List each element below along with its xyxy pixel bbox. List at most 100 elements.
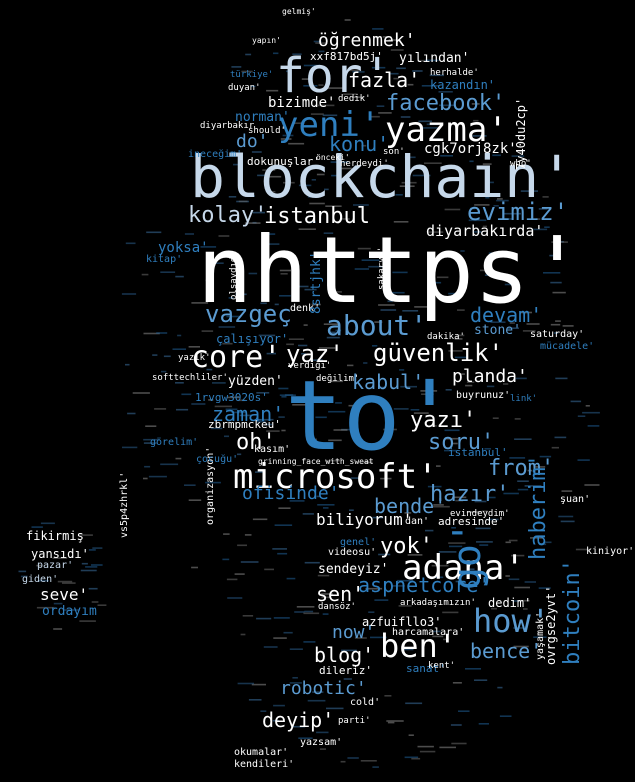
tiny-word-mark [499,218,513,220]
tiny-word-mark [264,423,273,426]
tiny-word-mark [374,321,383,323]
word-zbrmpmckeu: zbrmpmckeu' [208,418,281,431]
tiny-word-mark [444,208,461,211]
tiny-word-mark [497,198,503,200]
tiny-word-mark [311,438,317,441]
tiny-word-mark [538,208,548,210]
word-duyan: duyan' [228,83,261,93]
tiny-word-mark [412,174,431,177]
tiny-word-mark [160,463,179,466]
tiny-word-mark [301,400,307,402]
tiny-word-mark [143,438,160,441]
tiny-word-mark [324,188,329,191]
tiny-word-mark [438,551,457,553]
word-link: link' [510,394,538,404]
tiny-word-mark [235,293,247,296]
tiny-word-mark [454,338,463,340]
word-planda: planda' [452,366,528,387]
tiny-word-mark [474,679,488,681]
tiny-word-mark [429,425,437,427]
word-nerdeydi: nerdeydi' [340,159,389,169]
tiny-word-mark [551,241,568,243]
tiny-word-mark [414,306,429,308]
tiny-word-mark [143,442,157,444]
word-harcamalara: harcamalara' [392,627,465,638]
tiny-word-mark [438,91,453,93]
tiny-word-mark [514,586,530,589]
tiny-word-mark [323,232,334,234]
tiny-word-mark [274,524,293,526]
tiny-word-mark [335,329,342,332]
word-yazik: yazık' [178,353,211,363]
tiny-word-mark [238,200,248,203]
tiny-word-mark [125,242,136,245]
tiny-word-mark [341,649,357,652]
tiny-word-mark [517,488,529,491]
tiny-word-mark [311,179,316,181]
tiny-word-mark [281,429,286,432]
tiny-word-mark [403,648,414,651]
word-xxf: xxf817bd5j' [310,50,383,63]
tiny-word-mark [391,585,405,587]
tiny-word-mark [331,174,337,177]
tiny-word-mark [303,324,308,326]
tiny-word-mark [313,40,322,43]
tiny-word-mark [466,381,475,383]
tiny-word-mark [233,163,241,166]
tiny-word-mark [81,562,88,565]
tiny-word-mark [79,620,96,622]
tiny-word-mark [266,352,276,355]
tiny-word-mark [554,436,567,439]
tiny-word-mark [273,704,285,707]
tiny-word-mark [490,321,506,323]
tiny-word-mark [307,196,318,198]
word-onceki: önceki' [316,153,350,162]
tiny-word-mark [301,353,306,355]
tiny-word-mark [258,334,276,337]
tiny-word-mark [121,293,137,295]
tiny-word-mark [584,484,600,486]
tiny-word-mark [291,725,306,728]
word-vazgec: vazgeç [205,300,292,328]
word-yasamak: yaşamak' [535,611,546,660]
tiny-word-mark [363,461,373,464]
tiny-word-mark [328,439,342,442]
tiny-word-mark [404,156,416,159]
tiny-word-mark [282,134,294,137]
tiny-word-mark [513,645,529,648]
tiny-word-mark [256,392,270,394]
tiny-word-mark [319,748,326,750]
word-ovrgse2yvt: ovrgse2yvt' [544,585,558,665]
word-hazir: hazır' [430,482,510,507]
tiny-word-mark [156,332,168,334]
tiny-word-mark [357,247,371,250]
tiny-word-mark [323,507,329,509]
tiny-word-mark [248,272,258,275]
word-yuzden: yüzden' [228,374,283,389]
tiny-word-mark [317,574,330,577]
tiny-word-mark [380,386,386,389]
tiny-word-mark [368,115,380,118]
word-ben: ben' [380,627,458,665]
tiny-word-mark [365,587,383,590]
tiny-word-mark [321,596,330,599]
tiny-word-mark [288,338,304,340]
tiny-word-mark [175,382,184,384]
word-yazma: yazma' [385,110,508,150]
tiny-word-mark [320,593,333,595]
tiny-word-mark [585,405,590,407]
tiny-word-mark [172,348,186,350]
word-softtechliler: softtechliler' [152,373,228,383]
tiny-word-mark [224,435,229,438]
word-kabul: kabul' [352,370,425,394]
tiny-word-mark [372,345,378,347]
tiny-word-mark [184,233,194,235]
word-konu: konu' [329,132,390,156]
tiny-word-mark [491,607,497,610]
tiny-word-mark [419,750,436,753]
word-kitap: kitap' [146,254,183,265]
tiny-word-mark [272,719,279,722]
tiny-word-mark [240,561,259,563]
word-kolay: kolay' [188,203,268,228]
tiny-word-mark [520,311,532,314]
